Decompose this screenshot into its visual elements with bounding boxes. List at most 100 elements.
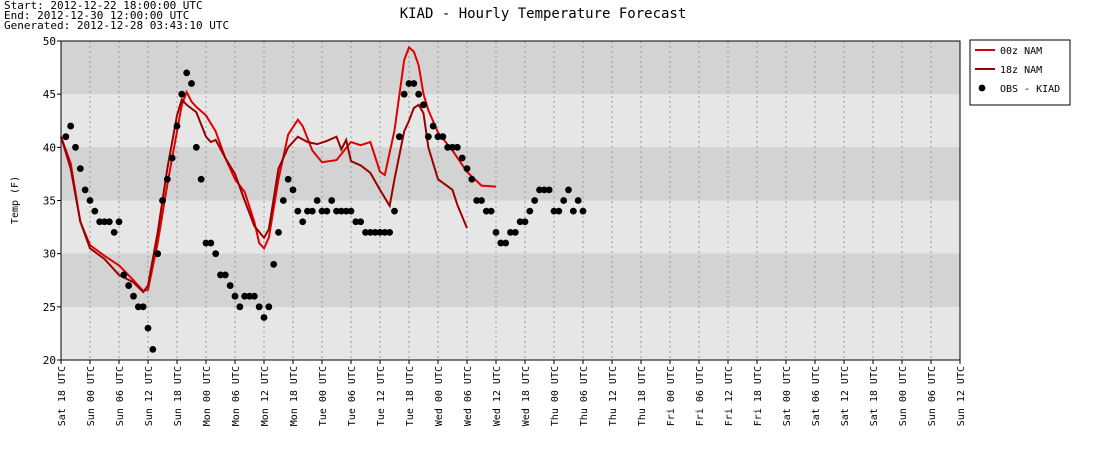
x-tick-label: Wed 12 UTC <box>492 366 503 426</box>
x-tick-label: Sat 00 UTC <box>782 366 793 426</box>
x-tick-label: Tue 12 UTC <box>376 366 387 426</box>
grid-band <box>61 41 960 95</box>
obs-point <box>173 122 181 130</box>
obs-point <box>105 218 113 226</box>
obs-point <box>366 229 374 236</box>
legend-label: OBS - KIAD <box>1000 84 1060 95</box>
obs-point <box>357 218 365 226</box>
obs-point <box>270 260 278 268</box>
obs-point <box>265 303 273 311</box>
x-tick-label: Sun 06 UTC <box>927 366 938 426</box>
y-tick-label: 25 <box>43 301 56 314</box>
obs-point <box>154 250 162 258</box>
x-tick-label: Mon 12 UTC <box>260 366 271 426</box>
x-tick-label: Sat 18 UTC <box>57 366 68 426</box>
obs-point <box>130 292 137 300</box>
obs-point <box>540 186 548 194</box>
obs-point <box>86 197 94 204</box>
legend-swatch <box>978 84 986 92</box>
obs-point <box>574 197 582 204</box>
obs-point <box>487 207 495 215</box>
y-tick-label: 20 <box>43 354 56 367</box>
obs-point <box>260 314 268 321</box>
obs-point <box>516 218 524 226</box>
x-tick-label: Sun 06 UTC <box>115 366 126 426</box>
obs-point <box>72 143 79 151</box>
obs-point <box>560 197 568 204</box>
obs-point <box>555 207 563 215</box>
obs-point <box>371 229 379 236</box>
obs-point <box>255 303 263 311</box>
x-tick-label: Tue 18 UTC <box>405 366 416 426</box>
grid-band <box>61 253 960 307</box>
obs-point <box>569 207 577 215</box>
x-tick-label: Sun 18 UTC <box>173 366 184 426</box>
obs-point <box>424 133 432 141</box>
obs-point <box>226 282 234 289</box>
obs-point <box>531 197 539 204</box>
obs-point <box>134 303 142 311</box>
obs-point <box>96 218 104 226</box>
obs-point <box>526 207 534 215</box>
x-tick-label: Thu 12 UTC <box>608 366 619 426</box>
obs-point <box>439 133 447 141</box>
obs-point <box>115 218 123 226</box>
x-tick-label: Wed 06 UTC <box>463 366 474 426</box>
series-line <box>60 97 468 294</box>
obs-point <box>197 175 205 183</box>
obs-point <box>81 186 89 194</box>
obs-point <box>376 229 384 236</box>
obs-point <box>400 90 408 98</box>
obs-point <box>168 154 176 162</box>
obs-point <box>473 197 481 204</box>
obs-point <box>521 218 529 226</box>
obs-point <box>342 207 350 215</box>
obs-point <box>565 186 572 194</box>
x-tick-label: Sun 12 UTC <box>144 366 155 426</box>
obs-point <box>236 303 244 311</box>
obs-point <box>159 197 166 204</box>
obs-point <box>323 207 331 215</box>
x-tick-label: Fri 18 UTC <box>753 366 764 426</box>
header-line: End: 2012-12-30 12:00:00 UTC <box>4 9 189 22</box>
obs-point <box>241 292 249 300</box>
obs-point <box>511 229 519 236</box>
x-tick-label: Thu 06 UTC <box>579 366 590 426</box>
obs-point <box>391 207 398 215</box>
obs-point <box>279 197 287 204</box>
x-tick-label: Thu 18 UTC <box>637 366 648 426</box>
obs-point <box>246 292 253 300</box>
obs-point <box>333 207 340 215</box>
obs-point <box>497 239 505 247</box>
obs-point <box>429 122 437 130</box>
obs-point <box>299 218 307 226</box>
obs-point <box>192 143 200 151</box>
obs-point <box>101 218 108 226</box>
x-tick-label: Mon 06 UTC <box>231 366 242 426</box>
obs-point <box>202 239 210 247</box>
x-tick-label: Sun 00 UTC <box>86 366 97 426</box>
x-tick-label: Tue 06 UTC <box>347 366 358 426</box>
obs-point <box>284 175 292 183</box>
plot-frame <box>60 40 961 361</box>
obs-point <box>449 143 456 151</box>
x-tick-label: Sat 06 UTC <box>811 366 822 426</box>
obs-point <box>410 80 418 87</box>
obs-point <box>434 133 442 141</box>
obs-point <box>386 229 394 236</box>
obs-point <box>62 133 70 141</box>
obs-point <box>579 207 587 215</box>
obs-point <box>188 80 195 87</box>
obs-point <box>144 324 152 332</box>
series-line <box>60 45 497 292</box>
obs-point <box>304 207 311 215</box>
obs-point <box>178 90 186 98</box>
obs-point <box>550 207 558 215</box>
obs-point <box>110 229 118 236</box>
x-tick-label: Thu 00 UTC <box>550 366 561 426</box>
obs-point <box>545 186 553 194</box>
obs-point <box>420 101 427 109</box>
x-tick-label: Mon 00 UTC <box>202 366 213 426</box>
obs-point <box>468 175 476 183</box>
